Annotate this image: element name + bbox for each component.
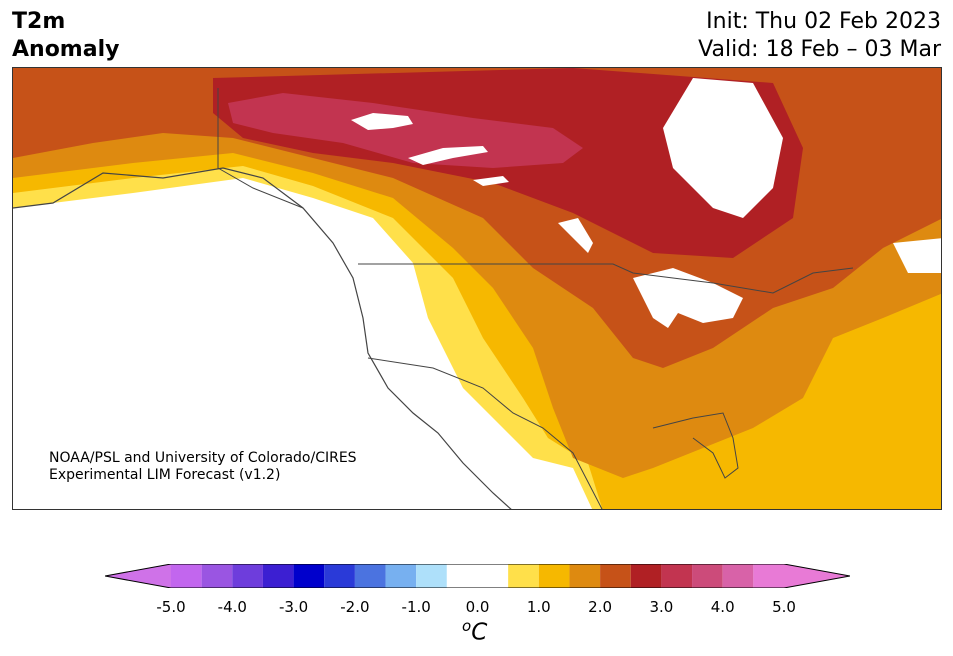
colorbar-bin	[446, 564, 509, 588]
alaska-border	[217, 88, 304, 209]
us-canada-border	[358, 263, 854, 294]
title-line-1: T2m	[12, 9, 66, 34]
colorbar-bin	[324, 564, 355, 588]
colorbar-tick-label: 4.0	[710, 598, 735, 616]
colorbar-bin	[171, 564, 202, 588]
colorbar-bin	[600, 564, 631, 588]
great-lakes	[633, 268, 743, 328]
colorbar-bin	[385, 564, 417, 588]
colorbar-tick-label: -1.0	[401, 598, 431, 616]
unit-label: oC	[462, 617, 487, 646]
credit-line-1: NOAA/PSL and University of Colorado/CIRE…	[49, 450, 357, 466]
colorbar-bin	[784, 564, 850, 588]
colorbar-bin	[105, 564, 171, 588]
colorbar-bin	[661, 564, 693, 588]
colorbar-bin	[569, 564, 601, 588]
colorbar-bin	[262, 564, 294, 588]
colorbar-tick-label: -5.0	[156, 598, 186, 616]
colorbar-bin	[630, 564, 662, 588]
map-canvas	[13, 68, 941, 509]
title-line-2: Anomaly	[12, 37, 120, 62]
anomaly-region-3.0	[228, 93, 583, 168]
gulf-of-st-lawrence	[893, 238, 941, 273]
degree-sup: o	[462, 617, 472, 635]
colorbar-bin	[232, 564, 263, 588]
colorbar-bin	[722, 564, 754, 588]
map-title: T2m Anomaly	[12, 8, 119, 64]
colorbar-tick-label: 2.0	[588, 598, 613, 616]
great-bear-lake	[351, 113, 413, 130]
colorbar-bin	[538, 564, 570, 588]
colorbar-bin	[508, 564, 539, 588]
colorbar-tick-label: -2.0	[340, 598, 370, 616]
florida-peninsula	[652, 412, 739, 479]
forecast-dates: Init: Thu 02 Feb 2023 Valid: 18 Feb – 03…	[698, 8, 941, 64]
colorbar-tick-label: -4.0	[217, 598, 247, 616]
colorbar-tick-label: -3.0	[278, 598, 309, 616]
credit-line-2: Experimental LIM Forecast (v1.2)	[49, 467, 281, 483]
us-mexico-border	[367, 357, 603, 509]
colorbar-bin	[416, 564, 447, 588]
colorbar-tick-label: 3.0	[649, 598, 674, 616]
great-slave-lake	[408, 146, 488, 165]
valid-period: Valid: 18 Feb – 03 Mar	[698, 37, 941, 62]
colorbar-bin	[293, 564, 325, 588]
colorbar-bin	[753, 564, 784, 588]
credit-text: NOAA/PSL and University of Colorado/CIRE…	[49, 450, 357, 484]
colorbar-tick-label: 1.0	[526, 598, 551, 616]
colorbar-tick-label: 0.0	[465, 598, 490, 616]
colorbar-bin	[354, 564, 386, 588]
colorbar	[105, 564, 850, 588]
anomaly-map	[12, 67, 942, 510]
lake-winnipeg	[558, 218, 593, 253]
colorbar-bin	[201, 564, 233, 588]
hudson-bay	[663, 78, 783, 218]
colorbar-bin	[692, 564, 723, 588]
unit-base: C	[471, 619, 488, 646]
colorbar-tick-label: 5.0	[772, 598, 796, 616]
lake-athabasca	[473, 176, 509, 186]
init-date: Init: Thu 02 Feb 2023	[706, 9, 941, 34]
coastline	[13, 167, 512, 509]
